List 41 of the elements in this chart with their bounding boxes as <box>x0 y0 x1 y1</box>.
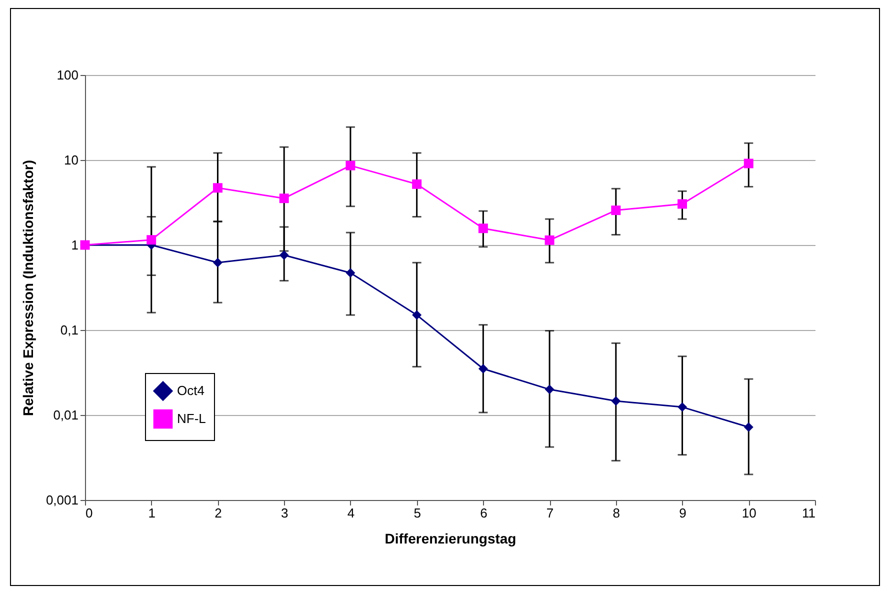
x-tick-label: 4 <box>347 506 355 520</box>
point <box>412 179 422 189</box>
x-tick-label: 2 <box>214 506 222 520</box>
x-tick-label: 9 <box>679 506 686 520</box>
y-tick-label: 1 <box>71 238 78 252</box>
point <box>346 160 356 170</box>
point <box>412 310 422 320</box>
point <box>744 158 754 168</box>
point <box>279 250 289 260</box>
point <box>478 224 488 234</box>
point <box>346 268 356 278</box>
point <box>212 183 222 193</box>
x-tick-label: 10 <box>742 506 756 520</box>
y-axis-title: Relative Expression (Induktionsfaktor) <box>20 160 36 416</box>
point <box>212 258 222 268</box>
point <box>544 384 554 394</box>
x-tick-label: 1 <box>148 506 156 520</box>
x-tick-label: 6 <box>480 506 488 520</box>
point <box>611 206 621 216</box>
x-tick-label: 7 <box>546 506 554 520</box>
point <box>611 396 621 406</box>
x-tick-label: 5 <box>414 506 421 520</box>
legend-label: Oct4 <box>177 383 204 398</box>
y-tick-label: 0,1 <box>60 322 78 338</box>
x-tick-label: 3 <box>280 506 288 520</box>
point <box>544 235 554 245</box>
point <box>744 422 754 432</box>
y-tick-label: 10 <box>64 152 78 168</box>
x-tick-label: 0 <box>86 506 93 520</box>
point <box>678 199 688 209</box>
point <box>478 364 488 374</box>
x-tick-label: 11 <box>802 506 816 520</box>
x-tick-label: 8 <box>612 506 620 520</box>
y-tick-label: 0,001 <box>46 492 78 508</box>
point <box>678 402 688 412</box>
point <box>279 194 289 204</box>
legend-label: NF-L <box>177 411 206 426</box>
x-axis-title: Differenzierungstag <box>384 530 516 546</box>
y-tick-label: 0,01 <box>53 408 78 422</box>
point <box>146 235 156 245</box>
y-tick-label: 100 <box>56 68 78 82</box>
